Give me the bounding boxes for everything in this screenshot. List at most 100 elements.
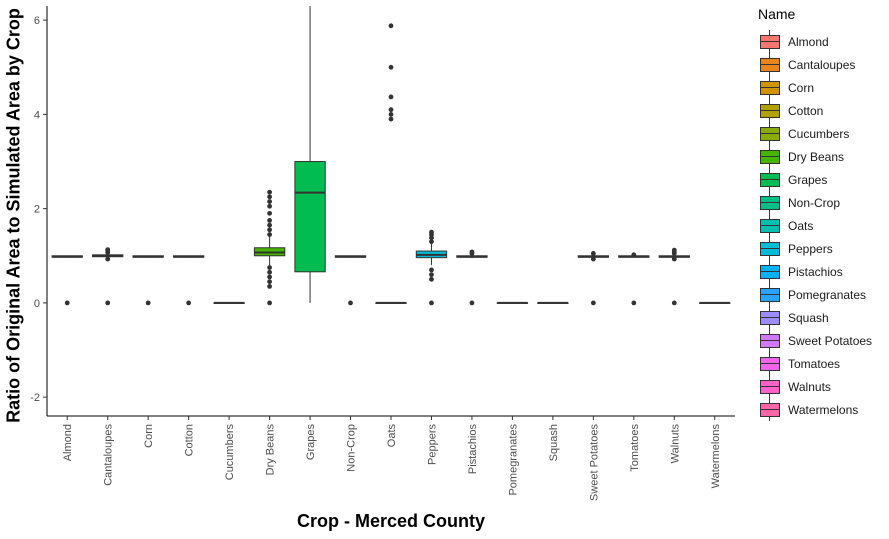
x-tick-label: Oats — [386, 424, 398, 448]
legend-item: Dry Beans — [758, 145, 872, 168]
outlier-point — [590, 300, 596, 306]
legend-item: Peppers — [758, 237, 872, 260]
outlier-point — [631, 300, 637, 306]
outlier-point — [590, 256, 596, 262]
outlier-point — [267, 222, 272, 228]
outlier-point — [267, 265, 272, 270]
outlier-point — [267, 284, 272, 289]
y-tick-label: 6 — [34, 15, 40, 27]
x-tick-label: Squash — [548, 424, 560, 461]
outlier-point — [105, 247, 111, 253]
legend-item: Tomatoes — [758, 352, 872, 375]
legend: Name Almond Cantaloupes Corn Cotton Cucumber… — [758, 6, 872, 421]
outlier-point — [429, 239, 434, 245]
outlier-point — [267, 279, 272, 285]
outlier-point — [429, 276, 434, 282]
x-tick-label: Non-Crop — [346, 424, 358, 472]
outlier-point — [267, 194, 272, 200]
box-plot: -2 0 2 4 6 Almond Cantaloupes Corn Cotton Cucumbe… — [30, 6, 735, 502]
outlier-point — [429, 229, 434, 235]
outlier-point — [388, 111, 394, 117]
legend-item: Grapes — [758, 168, 872, 191]
legend-label: Pomegranates — [788, 287, 867, 302]
legend-key — [758, 375, 782, 398]
legend-key — [758, 122, 782, 145]
x-tick-label: Sweet Potatoes — [588, 424, 600, 502]
x-tick-label: Walnuts — [669, 424, 681, 464]
outlier-point — [267, 189, 272, 195]
outlier-point — [105, 300, 111, 306]
outlier-point — [388, 94, 394, 100]
y-tick-label: 2 — [34, 204, 40, 216]
legend-key — [758, 237, 782, 260]
outlier-point — [429, 267, 434, 273]
outlier-point — [429, 300, 434, 306]
legend-label: Pistachios — [788, 264, 843, 279]
legend-label: Dry Beans — [788, 149, 845, 164]
legend-item: Walnuts — [758, 375, 872, 398]
legend-item: Watermelons — [758, 398, 872, 421]
x-tick-label: Peppers — [426, 424, 438, 465]
legend-item: Pomegranates — [758, 283, 872, 306]
legend-item: Sweet Potatoes — [758, 329, 872, 352]
legend-label: Peppers — [788, 241, 833, 256]
legend-label: Cucumbers — [788, 126, 850, 141]
legend-label: Corn — [788, 80, 815, 95]
outlier-point — [429, 272, 434, 278]
x-tick-label: Almond — [62, 424, 74, 461]
outlier-point — [267, 232, 272, 237]
outlier-point — [469, 249, 475, 255]
y-tick-label: 0 — [34, 298, 40, 310]
outlier-point — [267, 210, 272, 216]
outlier-point — [348, 300, 353, 306]
y-axis-title: Ratio of Original Area to Simulated Area… — [3, 8, 24, 423]
legend-item: Cucumbers — [758, 122, 872, 145]
x-tick-label: Pistachios — [467, 424, 479, 475]
legend-key — [758, 76, 782, 99]
legend-key — [758, 283, 782, 306]
x-tick-label: Dry Beans — [265, 424, 277, 476]
outlier-point — [671, 247, 677, 253]
outlier-point — [429, 235, 434, 241]
outlier-point — [105, 256, 111, 262]
legend-item: Pistachios — [758, 260, 872, 283]
legend-key — [758, 260, 782, 283]
x-tick-label: Tomatoes — [629, 424, 641, 472]
outlier-point — [388, 116, 394, 122]
y-tick-label: 4 — [34, 109, 40, 121]
outlier-point — [631, 252, 637, 258]
outlier-point — [590, 251, 596, 256]
legend-label: Cantaloupes — [788, 57, 856, 72]
legend-key — [758, 30, 782, 53]
legend-item: Non-Crop — [758, 191, 872, 214]
legend-key — [758, 191, 782, 214]
legend-items: Almond Cantaloupes Corn Cotton Cucumbers Dry … — [758, 30, 872, 421]
x-tick-label: Cotton — [184, 424, 196, 456]
legend-label: Walnuts — [788, 379, 831, 394]
outlier-point — [388, 23, 394, 29]
outlier-point — [267, 227, 272, 233]
legend-label: Sweet Potatoes — [788, 333, 873, 348]
outlier-point — [267, 300, 272, 306]
legend-item: Cantaloupes — [758, 53, 872, 76]
legend-key — [758, 214, 782, 237]
x-tick-label: Cantaloupes — [103, 424, 115, 486]
outlier-point — [267, 274, 272, 280]
legend-label: Non-Crop — [788, 195, 841, 210]
x-axis-title: Crop - Merced County — [296, 511, 485, 531]
outlier-point — [186, 300, 192, 306]
legend-key — [758, 398, 782, 421]
outlier-point — [267, 199, 272, 204]
legend-item: Squash — [758, 306, 872, 329]
outlier-point — [267, 218, 272, 223]
legend-key — [758, 352, 782, 375]
legend-key — [758, 306, 782, 329]
legend-item: Almond — [758, 30, 872, 53]
outlier-point — [469, 300, 475, 306]
outlier-point — [267, 203, 272, 209]
x-tick-label: Grapes — [305, 424, 317, 461]
legend-title: Name — [758, 6, 796, 22]
x-tick-label: Corn — [143, 424, 155, 448]
legend-label: Cotton — [788, 103, 824, 118]
legend-key — [758, 99, 782, 122]
